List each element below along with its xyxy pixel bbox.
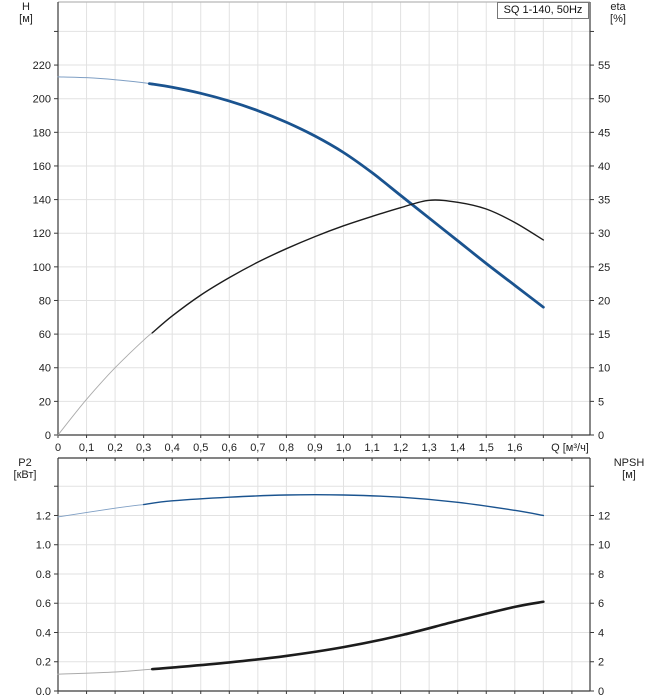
bottom-left-axis-unit: P2 [кВт] (8, 457, 42, 481)
right-tick-label: 10 (598, 363, 610, 375)
x-tick-label: 1,6 (507, 442, 522, 454)
x-tick-label: 0,6 (222, 442, 237, 454)
p2-axis-symbol: P2 (18, 457, 32, 469)
x-tick-label: 0,4 (165, 442, 180, 454)
curve-eta (151, 199, 545, 334)
left-tick-label: 60 (39, 329, 51, 341)
curve-P2 (142, 494, 545, 517)
x-tick-label: 0,8 (279, 442, 294, 454)
x-tick-label: 0,9 (307, 442, 322, 454)
x-tick-label: 1,0 (336, 442, 351, 454)
left-tick-label: 140 (33, 195, 51, 207)
power-npsh-chart: 0.0 0.2 0.4 0.6 0.8 1.0 1.2 0 2 4 6 8 10 12 (36, 457, 610, 698)
left-tick-label: 180 (33, 127, 51, 139)
right-tick-label: 55 (598, 60, 610, 72)
q-axis-unit: Q [м³/ч] (551, 442, 589, 454)
chart-title-box: SQ 1-140, 50Hz (497, 2, 589, 19)
eta-axis-symbol: eta (610, 1, 626, 13)
right-tick-label: 40 (598, 161, 610, 173)
x-tick-label: 0,2 (107, 442, 122, 454)
head-efficiency-chart: 0 0,1 0,2 0,3 0,4 0,5 0,6 0,7 0,8 0,9 1,0 1,1 1,2 1,3… (33, 1, 610, 454)
p2-axis-unit: [кВт] (13, 469, 37, 481)
right-tick-label: 12 (598, 510, 610, 522)
curve-NPSH-thin (57, 668, 153, 675)
x-tick-label: 0,3 (136, 442, 151, 454)
left-tick-label: 0.4 (36, 627, 51, 639)
right-tick-label: 4 (598, 627, 604, 639)
left-tick-label: 100 (33, 262, 51, 274)
left-tick-label: 20 (39, 396, 51, 408)
left-tick-label: 220 (33, 60, 51, 72)
curve-P2-thin (57, 504, 145, 518)
left-tick-label: 120 (33, 228, 51, 240)
x-tick-label: 0,1 (79, 442, 94, 454)
right-tick-label: 25 (598, 262, 610, 274)
npsh-axis-unit: [м] (622, 469, 636, 481)
bottom-right-axis-unit: NPSH [м] (606, 457, 652, 481)
left-tick-label: 80 (39, 295, 51, 307)
curve-NPSH (150, 600, 545, 671)
right-tick-label: 15 (598, 329, 610, 341)
left-tick-label: 0.2 (36, 657, 51, 669)
left-tick-label: 0.6 (36, 598, 51, 610)
left-tick-label: 160 (33, 161, 51, 173)
h-axis-unit: [м] (19, 13, 33, 25)
left-tick-label: 1.0 (36, 540, 51, 552)
right-tick-label: 0 (598, 430, 604, 442)
curve-eta-thin (57, 332, 153, 436)
left-tick-label: 0.0 (36, 686, 51, 698)
eta-axis-unit: [%] (610, 13, 626, 25)
right-tick-label: 20 (598, 295, 610, 307)
x-tick-label: 0,7 (250, 442, 265, 454)
curve-H (147, 82, 545, 309)
right-tick-label: 45 (598, 127, 610, 139)
left-tick-label: 1.2 (36, 510, 51, 522)
right-tick-label: 2 (598, 657, 604, 669)
right-tick-label: 35 (598, 195, 610, 207)
x-tick-label: 0,5 (193, 442, 208, 454)
left-tick-label: 40 (39, 363, 51, 375)
right-tick-label: 10 (598, 540, 610, 552)
npsh-axis-symbol: NPSH (613, 457, 645, 469)
x-tick-label: 1,5 (479, 442, 494, 454)
right-tick-label: 50 (598, 94, 610, 106)
left-tick-label: 0 (45, 430, 51, 442)
top-left-axis-unit: H [м] (11, 1, 41, 25)
left-tick-label: 0.8 (36, 569, 51, 581)
right-tick-label: 5 (598, 396, 604, 408)
x-tick-label: 1,3 (422, 442, 437, 454)
right-tick-label: 0 (598, 686, 604, 698)
right-tick-label: 30 (598, 228, 610, 240)
right-tick-label: 8 (598, 569, 604, 581)
left-tick-label: 200 (33, 94, 51, 106)
top-right-axis-unit: eta [%] (603, 1, 633, 25)
h-axis-symbol: H (22, 1, 30, 13)
right-tick-label: 6 (598, 598, 604, 610)
x-tick-label: 0 (55, 442, 61, 454)
x-tick-label: 1,4 (450, 442, 465, 454)
x-tick-label: 1,1 (364, 442, 379, 454)
x-tick-label: 1,2 (393, 442, 408, 454)
curve-H-thin (57, 76, 150, 85)
